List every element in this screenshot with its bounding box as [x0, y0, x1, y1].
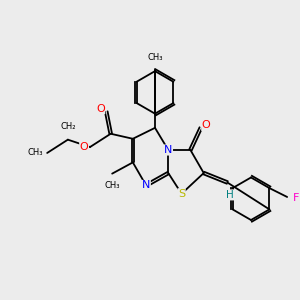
Text: F: F: [293, 194, 299, 203]
Text: CH₃: CH₃: [27, 148, 43, 158]
Text: O: O: [202, 121, 211, 130]
Text: O: O: [96, 103, 105, 114]
Text: N: N: [142, 180, 150, 190]
Text: O: O: [80, 142, 88, 152]
Text: CH₃: CH₃: [147, 53, 163, 62]
Text: N: N: [164, 145, 172, 155]
Text: S: S: [178, 189, 185, 199]
Text: CH₃: CH₃: [104, 181, 120, 190]
Text: H: H: [226, 190, 234, 200]
Text: CH₂: CH₂: [60, 122, 76, 131]
